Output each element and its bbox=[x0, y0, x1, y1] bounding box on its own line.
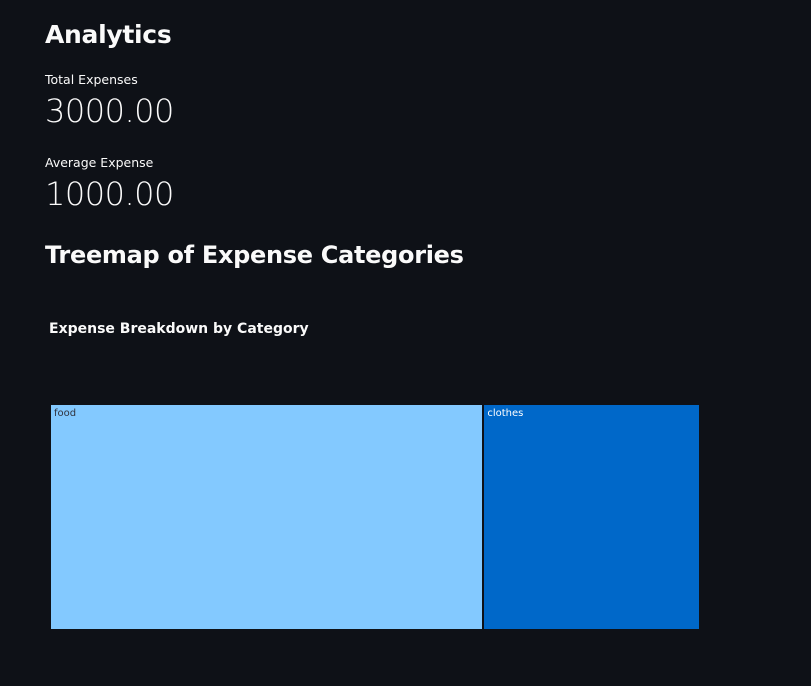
page-title: Analytics bbox=[45, 20, 172, 49]
average-expense-value: 1000.00 bbox=[45, 175, 174, 213]
treemap-plot-area: food clothes bbox=[50, 404, 700, 630]
average-expense-label: Average Expense bbox=[45, 155, 154, 170]
treemap-tile-food[interactable]: food bbox=[50, 404, 484, 630]
total-expenses-value: 3000.00 bbox=[45, 92, 174, 130]
treemap-tile-label: food bbox=[54, 408, 77, 419]
treemap-chart: Expense Breakdown by Category food clothe… bbox=[0, 300, 811, 660]
chart-title: Expense Breakdown by Category bbox=[49, 321, 309, 337]
total-expenses-label: Total Expenses bbox=[45, 72, 138, 87]
treemap-tile-clothes[interactable]: clothes bbox=[483, 404, 700, 630]
treemap-heading: Treemap of Expense Categories bbox=[45, 241, 464, 269]
treemap-tile-label: clothes bbox=[487, 408, 524, 419]
